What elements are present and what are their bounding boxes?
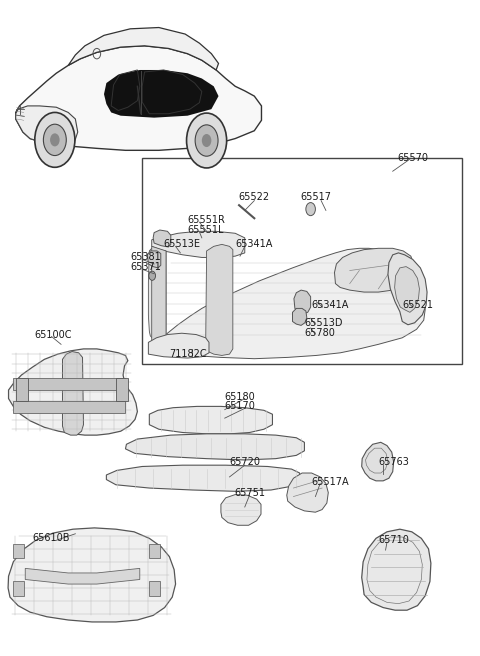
Circle shape [202, 134, 211, 147]
Polygon shape [294, 290, 311, 314]
Polygon shape [292, 308, 307, 325]
Polygon shape [25, 568, 140, 584]
Polygon shape [147, 251, 161, 268]
Polygon shape [16, 106, 78, 146]
Bar [116, 379, 128, 401]
Polygon shape [148, 333, 209, 358]
Polygon shape [152, 232, 245, 257]
Polygon shape [153, 230, 171, 247]
Text: 65570: 65570 [397, 153, 429, 163]
Polygon shape [13, 379, 125, 390]
Polygon shape [362, 529, 431, 610]
Polygon shape [9, 349, 137, 435]
Polygon shape [205, 245, 233, 356]
Circle shape [43, 124, 66, 155]
Bar [149, 581, 160, 596]
Polygon shape [362, 442, 394, 481]
Bar [13, 581, 24, 596]
Polygon shape [152, 249, 425, 359]
Polygon shape [107, 465, 300, 491]
Bar [16, 379, 28, 401]
Polygon shape [335, 249, 414, 292]
Circle shape [50, 133, 60, 146]
Polygon shape [68, 28, 218, 70]
Text: 65341A: 65341A [312, 300, 349, 310]
Polygon shape [221, 495, 261, 525]
Polygon shape [125, 434, 304, 460]
Text: 65720: 65720 [229, 457, 260, 467]
Bar [149, 544, 160, 558]
Polygon shape [287, 473, 328, 512]
Circle shape [187, 113, 227, 168]
Text: 65513E: 65513E [164, 239, 201, 249]
Text: 65522: 65522 [239, 192, 270, 202]
Circle shape [149, 271, 156, 280]
Text: 65513D: 65513D [304, 318, 343, 328]
Polygon shape [104, 70, 218, 117]
Text: 65521: 65521 [402, 300, 433, 310]
Text: 65517: 65517 [301, 192, 332, 202]
Polygon shape [16, 46, 262, 150]
Text: 65610B: 65610B [33, 533, 70, 543]
Polygon shape [149, 406, 273, 434]
Bar [142, 158, 462, 364]
Circle shape [306, 203, 315, 216]
Text: 65180: 65180 [225, 392, 255, 401]
Polygon shape [13, 401, 125, 413]
Polygon shape [388, 253, 427, 325]
Text: 65551L: 65551L [188, 225, 224, 235]
Text: 65341A: 65341A [235, 239, 273, 249]
Circle shape [35, 112, 75, 167]
Text: 65751: 65751 [234, 487, 265, 498]
Text: 65780: 65780 [304, 327, 336, 338]
Text: 65381: 65381 [130, 253, 161, 262]
Polygon shape [152, 247, 166, 353]
Text: 65710: 65710 [378, 535, 409, 545]
Text: 65100C: 65100C [35, 329, 72, 340]
Circle shape [195, 125, 218, 156]
Text: 71182C: 71182C [168, 349, 206, 359]
Polygon shape [62, 352, 84, 435]
Polygon shape [8, 528, 176, 622]
Text: 65517A: 65517A [312, 476, 349, 487]
Text: 65371: 65371 [130, 262, 161, 272]
Bar [13, 544, 24, 558]
Polygon shape [148, 249, 166, 342]
Text: 65763: 65763 [378, 457, 409, 467]
Text: 65551R: 65551R [188, 215, 226, 225]
Text: 65170: 65170 [225, 401, 255, 411]
Polygon shape [395, 266, 420, 312]
